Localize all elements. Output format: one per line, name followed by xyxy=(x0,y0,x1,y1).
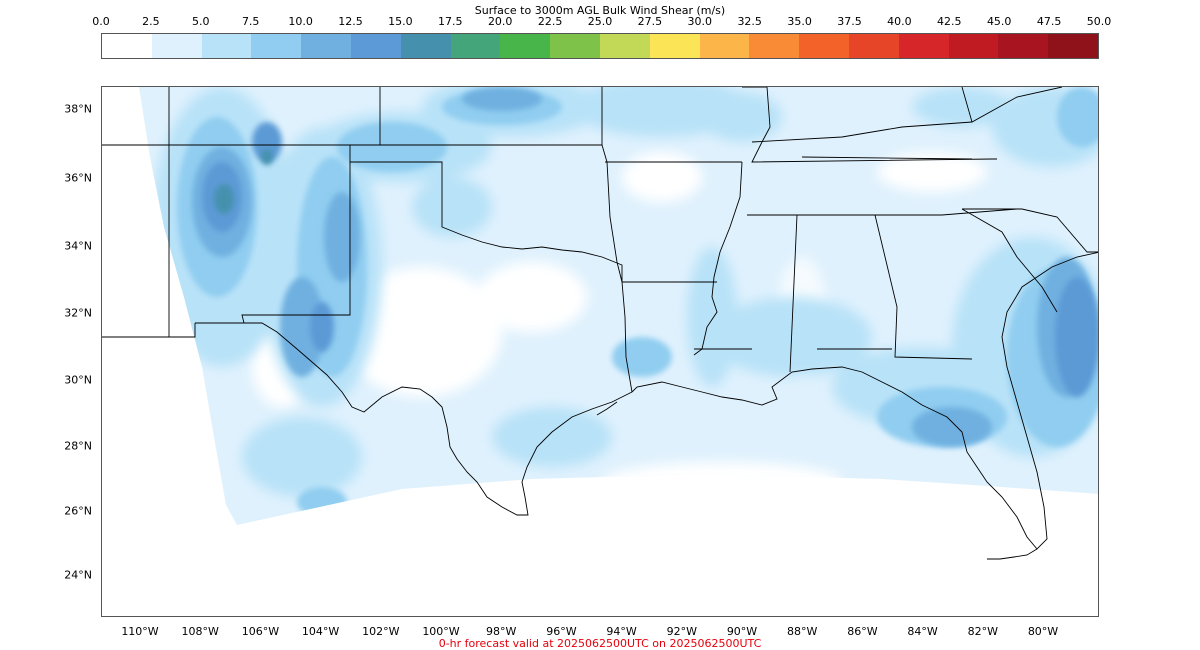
colorbar-swatch xyxy=(450,34,501,58)
longitude-label: 80°W xyxy=(1027,625,1059,638)
colorbar-swatch xyxy=(749,34,800,58)
map-canvas xyxy=(102,87,1098,560)
colorbar-tick-label: 27.5 xyxy=(637,15,663,28)
colorbar-tick-label: 45.0 xyxy=(986,15,1012,28)
colorbar-tick-label: 47.5 xyxy=(1036,15,1062,28)
longitude-label: 94°W xyxy=(606,625,637,638)
colorbar-tick-label: 35.0 xyxy=(787,15,812,28)
longitude-label: 102°W xyxy=(362,625,400,638)
state-boundaries xyxy=(102,87,1098,560)
colorbar-swatch xyxy=(400,34,451,58)
wind-shear-field xyxy=(139,87,1098,525)
latitude-label: 34°N xyxy=(64,239,92,253)
forecast-caption: 0-hr forecast valid at 2025062500UTC on … xyxy=(438,637,762,650)
latitude-label: 26°N xyxy=(64,504,92,518)
colorbar-swatch xyxy=(649,34,700,58)
colorbar-tick-label: 40.0 xyxy=(887,15,912,28)
colorbar-tick-label: 5.0 xyxy=(192,15,210,28)
colorbar-swatch xyxy=(699,34,750,58)
colorbar-swatch xyxy=(550,34,600,58)
longitude-label: 92°W xyxy=(666,625,697,638)
colorbar-swatch xyxy=(350,34,401,58)
colorbar-tick-label: 22.5 xyxy=(537,15,563,28)
longitude-label: 110°W xyxy=(121,625,159,638)
colorbar-swatch xyxy=(1048,34,1098,58)
map-frame xyxy=(101,86,1099,617)
colorbar-tick-label: 50.0 xyxy=(1086,15,1112,28)
colorbar-tick-label: 32.5 xyxy=(737,15,762,28)
longitude-label: 104°W xyxy=(301,625,340,638)
colorbar-tick-label: 7.5 xyxy=(241,15,260,28)
colorbar-swatch xyxy=(151,34,202,58)
latitude-label: 32°N xyxy=(64,306,92,320)
longitude-label: 86°W xyxy=(847,625,878,638)
colorbar-tick-label: 0.0 xyxy=(92,15,110,28)
longitude-label: 96°W xyxy=(546,625,577,638)
longitude-label: 90°W xyxy=(726,625,758,638)
colorbar-swatch xyxy=(948,34,999,58)
latitude-label: 28°N xyxy=(64,439,92,453)
colorbar-tick-label: 17.5 xyxy=(438,15,463,28)
longitude-label: 108°W xyxy=(181,625,219,638)
colorbar-swatch xyxy=(998,34,1049,58)
colorbar-swatch xyxy=(301,34,351,58)
longitude-label: 100°W xyxy=(422,625,460,638)
longitude-label: 106°W xyxy=(241,625,280,638)
latitude-label: 38°N xyxy=(64,102,92,116)
colorbar-swatch xyxy=(848,34,899,58)
colorbar-tick-label: 25.0 xyxy=(587,15,613,28)
colorbar-swatch xyxy=(898,34,949,58)
colorbar-tick-label: 12.5 xyxy=(338,15,363,28)
latitude-label: 36°N xyxy=(64,171,92,185)
colorbar-swatch xyxy=(799,34,849,58)
latitude-label: 24°N xyxy=(64,568,92,582)
colorbar-swatch xyxy=(201,34,252,58)
colorbar-title: Surface to 3000m AGL Bulk Wind Shear (m/… xyxy=(474,4,726,17)
colorbar-swatch xyxy=(102,34,152,58)
colorbar-swatch xyxy=(500,34,551,58)
longitude-label: 98°W xyxy=(486,625,517,638)
colorbar-swatch xyxy=(251,34,302,58)
latitude-label: 30°N xyxy=(64,373,92,387)
longitude-label: 88°W xyxy=(787,625,818,638)
colorbar xyxy=(101,33,1099,59)
colorbar-tick-label: 2.5 xyxy=(142,15,160,28)
longitude-label: 84°W xyxy=(907,625,938,638)
colorbar-tick-label: 10.0 xyxy=(288,15,313,28)
longitude-label: 82°W xyxy=(967,625,998,638)
colorbar-tick-label: 15.0 xyxy=(388,15,413,28)
colorbar-swatch xyxy=(599,34,650,58)
colorbar-tick-label: 20.0 xyxy=(487,15,513,28)
colorbar-tick-label: 30.0 xyxy=(687,15,713,28)
colorbar-tick-label: 42.5 xyxy=(937,15,962,28)
colorbar-tick-label: 37.5 xyxy=(837,15,862,28)
